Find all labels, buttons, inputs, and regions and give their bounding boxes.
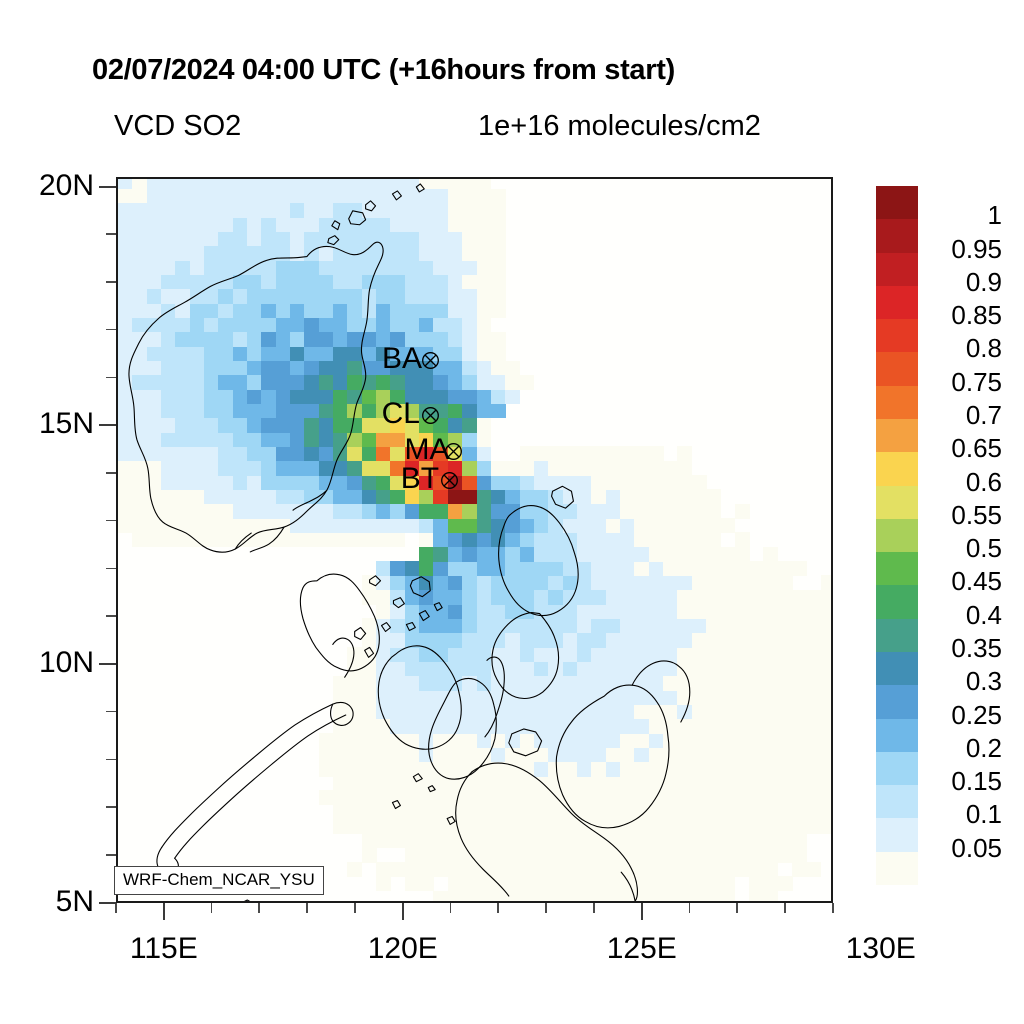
- colorbar-label: 0.8: [965, 333, 1002, 364]
- colorbar-band: [876, 718, 918, 753]
- colorbar-band: [876, 219, 918, 254]
- colorbar-label: 0.7: [965, 400, 1002, 430]
- station-label: MA: [404, 432, 450, 466]
- colorbar-band: [876, 285, 918, 320]
- y-tick: [99, 185, 116, 188]
- colorbar-label: 0.4: [965, 599, 1002, 630]
- x-tick-label-130E: 130E: [845, 932, 916, 965]
- colorbar-label: 0.1: [965, 799, 1002, 830]
- y-tick: [99, 663, 116, 666]
- x-tick: [162, 903, 165, 920]
- station-marker-icon: [421, 407, 439, 425]
- x-tick: [449, 903, 452, 913]
- colorbar-label: 0.45: [951, 566, 1002, 597]
- colorbar-label: 0.2: [965, 732, 1002, 763]
- x-tick: [306, 903, 308, 913]
- colorbar-band: [876, 685, 918, 720]
- x-tick: [736, 903, 738, 913]
- y-tick-label-15N: 15N: [38, 407, 94, 441]
- y-tick-label-20N: 20N: [38, 168, 94, 202]
- colorbar-band: [876, 419, 918, 453]
- station-marker-icon: [444, 442, 462, 460]
- station-label: BA: [382, 341, 423, 375]
- units-label: 1e+16 molecules/cm2: [478, 110, 761, 142]
- x-tick: [545, 903, 547, 913]
- colorbar-band: [876, 751, 918, 786]
- y-tick-label-5N: 5N: [55, 885, 94, 918]
- y-tick: [106, 758, 116, 761]
- model-watermark: WRF-Chem_NCAR_YSU: [114, 866, 324, 895]
- colorbar-band: [876, 818, 918, 853]
- colorbar-label: 0.6: [965, 466, 1002, 497]
- station-marker-icon: [422, 351, 439, 369]
- y-tick-label-10N: 10N: [38, 646, 94, 680]
- colorbar-band: [876, 452, 918, 487]
- x-tick: [784, 903, 786, 913]
- colorbar-label: 1: [987, 200, 1002, 231]
- y-tick: [106, 567, 116, 570]
- x-tick: [593, 903, 595, 913]
- colorbar-label: 0.9: [965, 266, 1002, 297]
- x-tick: [640, 903, 643, 920]
- colorbar-label: 0.85: [951, 300, 1002, 331]
- colorbar-band: [876, 585, 918, 620]
- y-tick: [99, 902, 116, 904]
- y-tick: [106, 806, 116, 808]
- y-tick: [106, 519, 116, 522]
- station-marker-icon: [440, 472, 458, 490]
- figure-title: 02/07/2024 04:00 UTC (+16hours from star…: [92, 54, 675, 86]
- y-tick: [106, 328, 116, 331]
- colorbar-band: [876, 552, 918, 586]
- y-tick: [106, 854, 116, 856]
- x-tick: [688, 903, 691, 913]
- coastline-overlay: [128, 183, 691, 901]
- x-tick: [258, 903, 260, 913]
- colorbar-band: [876, 785, 918, 819]
- colorbar-band: [876, 618, 918, 653]
- y-tick: [106, 710, 116, 713]
- colorbar: [876, 186, 918, 886]
- colorbar-label: 0.35: [951, 633, 1002, 663]
- station-label: CL: [381, 397, 420, 431]
- colorbar-label: 0.95: [951, 233, 1002, 264]
- colorbar-label: 0.25: [951, 699, 1002, 730]
- colorbar-band: [876, 485, 918, 520]
- x-tick: [210, 903, 213, 913]
- colorbar-band: [876, 518, 918, 553]
- colorbar-label: 0.05: [951, 832, 1002, 863]
- colorbar-band: [876, 186, 918, 220]
- colorbar-band: [876, 352, 918, 387]
- so2-concentration-grid: [118, 179, 831, 901]
- colorbar-band: [876, 319, 918, 353]
- colorbar-label: 0.75: [951, 366, 1002, 397]
- colorbar-label: 0.3: [965, 666, 1002, 697]
- colorbar-band: [876, 652, 918, 686]
- colorbar-label: 0.15: [951, 766, 1002, 797]
- y-tick: [106, 281, 116, 283]
- x-tick: [401, 903, 404, 920]
- colorbar-label: 0.5: [965, 533, 1002, 564]
- x-tick-label-115E: 115E: [129, 932, 198, 965]
- variable-label: VCD SO2: [114, 110, 242, 142]
- x-tick: [354, 903, 356, 913]
- colorbar-band: [876, 851, 918, 886]
- colorbar-band: [876, 385, 918, 420]
- colorbar-label: 0.65: [951, 433, 1002, 464]
- map-plot-area: [116, 177, 833, 903]
- x-tick: [832, 903, 834, 913]
- y-tick: [99, 424, 116, 427]
- x-tick-label-120E: 120E: [367, 932, 438, 965]
- y-tick: [106, 615, 116, 617]
- colorbar-label: 0.55: [951, 499, 1002, 530]
- station-label: BT: [400, 462, 440, 496]
- y-tick: [106, 472, 116, 474]
- x-tick: [497, 903, 499, 913]
- y-tick: [106, 233, 116, 235]
- x-tick-label-125E: 125E: [606, 932, 677, 965]
- colorbar-band: [876, 252, 918, 287]
- colorbar-tick-labels: 1 0.95 0.9 0.85 0.8 0.75 0.7 0.65 0.6 0.55 0.5 0.45…: [918, 186, 1010, 885]
- y-tick: [106, 376, 116, 379]
- x-tick: [115, 903, 117, 913]
